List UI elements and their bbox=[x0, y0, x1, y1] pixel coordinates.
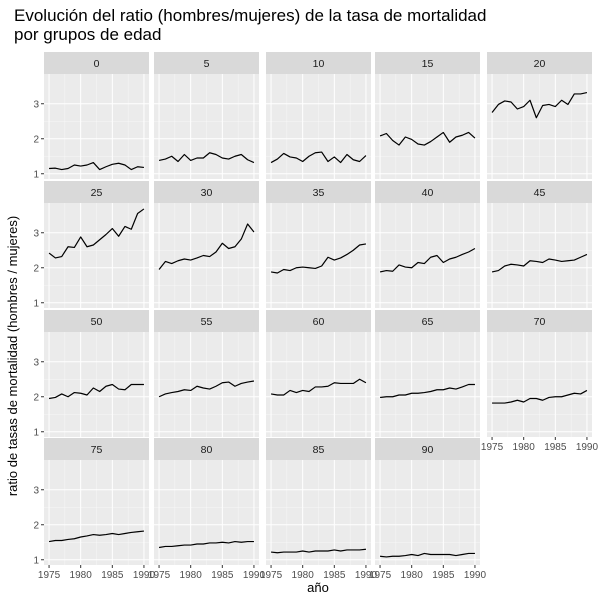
facet-strip-label-90: 90 bbox=[422, 444, 434, 456]
x-tick-label: 1980 bbox=[292, 570, 315, 581]
x-tick-label: 1975 bbox=[481, 442, 504, 453]
series-line-15 bbox=[379, 131, 476, 146]
facet-strip-label-35: 35 bbox=[313, 187, 325, 199]
series-line-60 bbox=[270, 378, 367, 396]
series-line-30 bbox=[158, 223, 255, 270]
facet-strip-label-10: 10 bbox=[313, 58, 325, 70]
facet-strip-label-85: 85 bbox=[313, 444, 325, 456]
x-tick-label: 1980 bbox=[70, 570, 93, 581]
facet-strip-label-15: 15 bbox=[422, 58, 434, 70]
facet-strip-70 bbox=[487, 310, 592, 332]
series-line-40 bbox=[379, 247, 476, 273]
facet-strip-label-30: 30 bbox=[201, 187, 213, 199]
y-tick-label: 3 bbox=[33, 485, 39, 496]
y-tick-label: 1 bbox=[33, 298, 39, 309]
facet-strip-label-50: 50 bbox=[91, 316, 103, 328]
x-tick-label: 1975 bbox=[38, 570, 61, 581]
facet-strip-10 bbox=[266, 52, 371, 74]
facet-strip-label-60: 60 bbox=[313, 316, 325, 328]
x-tick-label: 1985 bbox=[101, 570, 124, 581]
y-tick-label: 1 bbox=[33, 427, 39, 438]
series-line-45 bbox=[491, 253, 588, 273]
y-tick-label: 2 bbox=[33, 134, 39, 145]
facet-strip-60 bbox=[266, 310, 371, 332]
series-line-20 bbox=[491, 91, 588, 119]
x-axis-title: año bbox=[307, 580, 329, 595]
facet-strip-50 bbox=[44, 310, 149, 332]
facet-strip-55 bbox=[154, 310, 259, 332]
series-line-75 bbox=[48, 530, 145, 543]
x-tick-label: 1985 bbox=[211, 570, 234, 581]
y-axis-title: ratio de tasas de mortalidad (hombres / … bbox=[5, 216, 20, 496]
y-tick-label: 2 bbox=[33, 263, 39, 274]
series-line-35 bbox=[270, 243, 367, 274]
facet-strip-label-20: 20 bbox=[534, 58, 546, 70]
y-tick-label: 2 bbox=[33, 392, 39, 403]
facet-strip-65 bbox=[375, 310, 480, 332]
facet-strip-90 bbox=[375, 438, 480, 460]
facet-strip-15 bbox=[375, 52, 480, 74]
series-line-85 bbox=[270, 548, 367, 554]
chart-title: Evolución del ratio (hombres/mujeres) de… bbox=[14, 6, 486, 44]
facet-strip-0 bbox=[44, 52, 149, 74]
facet-strip-label-0: 0 bbox=[94, 58, 100, 70]
x-tick-label: 1980 bbox=[513, 442, 536, 453]
facet-strip-5 bbox=[154, 52, 259, 74]
y-tick-label: 2 bbox=[33, 520, 39, 531]
facet-strip-label-75: 75 bbox=[91, 444, 103, 456]
y-tick-label: 3 bbox=[33, 228, 39, 239]
x-tick-label: 1990 bbox=[243, 570, 266, 581]
facet-strip-label-25: 25 bbox=[91, 187, 103, 199]
facet-strip-label-80: 80 bbox=[201, 444, 213, 456]
x-tick-label: 1980 bbox=[401, 570, 424, 581]
x-tick-label: 1990 bbox=[133, 570, 156, 581]
series-line-5 bbox=[158, 152, 255, 164]
x-tick-label: 1990 bbox=[464, 570, 487, 581]
facet-strip-80 bbox=[154, 438, 259, 460]
chart-title-line-1: Evolución del ratio (hombres/mujeres) de… bbox=[14, 6, 487, 25]
facet-strip-label-65: 65 bbox=[422, 316, 434, 328]
series-line-65 bbox=[379, 383, 475, 399]
y-tick-label: 3 bbox=[33, 357, 39, 368]
y-tick-label: 1 bbox=[33, 169, 39, 180]
series-line-0 bbox=[49, 161, 145, 171]
y-tick-label: 1 bbox=[33, 555, 39, 566]
series-line-10 bbox=[270, 151, 367, 164]
x-tick-label: 1975 bbox=[260, 570, 283, 581]
x-tick-label: 1985 bbox=[544, 442, 567, 453]
facet-strip-20 bbox=[487, 52, 592, 74]
facet-strip-label-5: 5 bbox=[204, 58, 210, 70]
x-tick-label: 1990 bbox=[355, 570, 378, 581]
chart-title-line-2: por grupos de edad bbox=[14, 25, 162, 44]
facet-strip-25 bbox=[44, 181, 149, 203]
facet-strip-45 bbox=[487, 181, 592, 203]
facet-strip-label-55: 55 bbox=[201, 316, 213, 328]
series-line-90 bbox=[379, 552, 475, 558]
facet-strip-label-40: 40 bbox=[422, 187, 434, 199]
series-line-50 bbox=[48, 383, 144, 400]
facet-strip-35 bbox=[266, 181, 371, 203]
x-tick-label: 1975 bbox=[148, 570, 171, 581]
facet-strip-30 bbox=[154, 181, 259, 203]
series-line-25 bbox=[48, 208, 145, 259]
x-tick-label: 1985 bbox=[323, 570, 346, 581]
facet-strip-label-45: 45 bbox=[534, 187, 546, 199]
x-tick-label: 1985 bbox=[432, 570, 455, 581]
series-line-80 bbox=[158, 540, 254, 549]
x-tick-label: 1975 bbox=[369, 570, 392, 581]
facet-strip-40 bbox=[375, 181, 480, 203]
series-line-55 bbox=[158, 380, 255, 398]
facet-strip-label-70: 70 bbox=[534, 316, 546, 328]
series-line-70 bbox=[492, 389, 588, 404]
facet-strip-85 bbox=[266, 438, 371, 460]
x-tick-label: 1980 bbox=[180, 570, 203, 581]
y-tick-label: 3 bbox=[33, 99, 39, 110]
facet-strip-75 bbox=[44, 438, 149, 460]
x-tick-label: 1990 bbox=[576, 442, 599, 453]
